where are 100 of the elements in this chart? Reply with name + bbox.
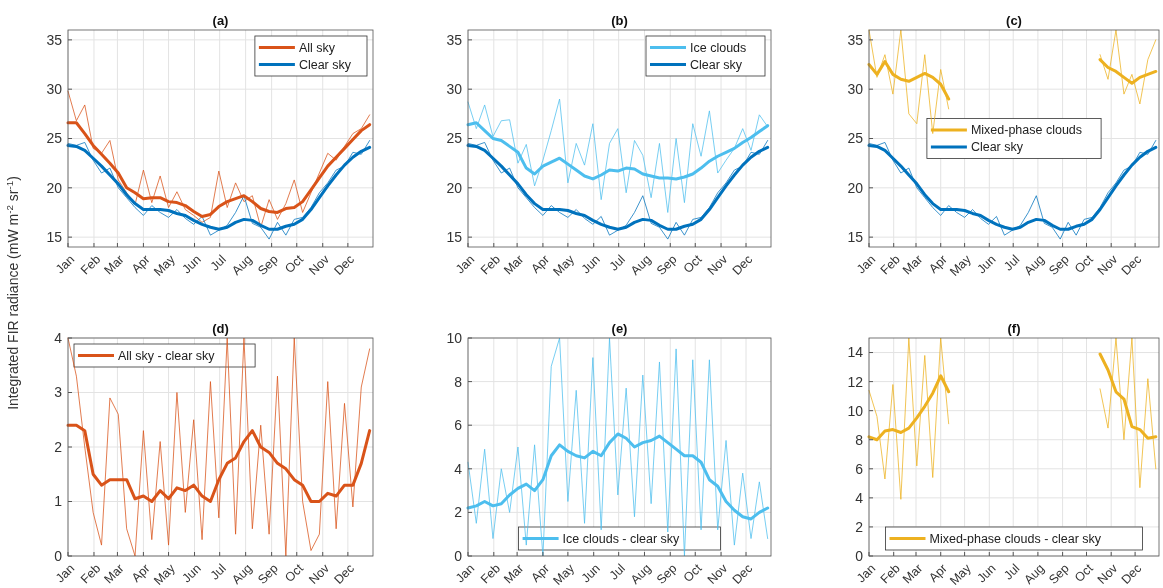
x-tick-label: May [151, 560, 179, 588]
x-tick-label: Mar [900, 561, 926, 587]
x-tick-label: Jun [578, 252, 603, 277]
x-tick-label: Jan [53, 561, 78, 586]
y-tick-label: 35 [446, 31, 463, 48]
y-tick-label: 10 [847, 402, 864, 419]
x-tick-label: Sep [1046, 561, 1072, 587]
x-tick-label: Mar [501, 561, 527, 587]
y-tick-label: 12 [847, 373, 864, 390]
x-tick-label: Mar [101, 561, 127, 587]
chart-title: (a) [212, 13, 229, 28]
y-tick-label: 30 [46, 81, 63, 98]
x-tick-label: Apr [926, 561, 950, 585]
x-tick-label: May [151, 251, 179, 279]
chart-title: (f) [1007, 321, 1021, 336]
y-tick-label: 10 [446, 329, 463, 346]
x-tick-label: Feb [477, 252, 504, 278]
x-tick-label: Nov [306, 560, 333, 587]
y-tick-label: 4 [855, 489, 864, 506]
chart-title: (b) [611, 13, 628, 28]
x-tick-label: Dec [729, 561, 756, 587]
chart-title: (d) [212, 321, 229, 336]
y-tick-label: 15 [446, 229, 463, 246]
x-tick-label: Jun [179, 252, 204, 277]
x-tick-label: Dec [331, 252, 358, 278]
x-tick-label: Aug [628, 561, 654, 587]
x-tick-label: Apr [926, 252, 950, 276]
x-tick-label: Oct [680, 251, 705, 276]
x-tick-label: Oct [282, 560, 307, 585]
chart-title: (c) [1006, 13, 1022, 28]
x-tick-label: Nov [704, 560, 731, 587]
x-tick-label: Apr [528, 561, 553, 585]
x-tick-label: Jul [606, 252, 628, 274]
x-tick-label: Aug [229, 252, 255, 278]
x-tick-label: May [550, 251, 578, 279]
x-tick-label: Feb [477, 561, 504, 587]
x-tick-label: Jun [974, 561, 999, 586]
y-tick-label: 0 [454, 547, 463, 564]
y-tick-label: 1 [54, 493, 63, 510]
y-tick-label: 8 [855, 431, 864, 448]
y-tick-label: 30 [446, 81, 463, 98]
x-tick-label: Jul [606, 561, 628, 583]
x-tick-label: Mar [101, 252, 127, 278]
x-tick-label: Oct [1072, 251, 1097, 276]
x-tick-label: Sep [653, 561, 680, 587]
x-tick-label: Oct [680, 560, 705, 585]
y-tick-label: 25 [446, 130, 463, 147]
y-tick-label: 6 [855, 460, 864, 477]
legend-label: Ice clouds - clear sky [562, 531, 681, 546]
y-tick-label: 2 [855, 518, 864, 535]
y-tick-label: 4 [54, 329, 63, 346]
y-tick-label: 20 [46, 179, 63, 196]
y-tick-label: 30 [847, 81, 864, 98]
x-tick-label: Dec [729, 252, 756, 278]
legend-label: Clear sky [690, 57, 743, 72]
x-tick-label: Dec [331, 561, 358, 587]
legend-label: Mixed-phase clouds - clear sky [929, 531, 1102, 546]
x-tick-label: Jan [854, 561, 879, 586]
x-tick-label: Apr [128, 252, 153, 276]
y-tick-label: 25 [847, 130, 864, 147]
x-tick-label: Jan [854, 252, 879, 277]
legend-label: Clear sky [298, 57, 352, 72]
y-tick-label: 35 [847, 31, 864, 48]
x-tick-label: Nov [1094, 251, 1121, 278]
x-tick-label: Jun [179, 561, 204, 586]
x-tick-label: Feb [78, 252, 104, 278]
y-tick-label: 6 [454, 417, 463, 434]
x-tick-label: Sep [255, 561, 281, 587]
chart-title: (e) [611, 321, 628, 336]
legend-label: All sky [298, 40, 336, 55]
y-tick-label: 4 [454, 460, 463, 477]
y-tick-label: 2 [54, 438, 63, 455]
x-tick-label: Jun [578, 561, 603, 586]
y-tick-label: 0 [855, 547, 864, 564]
x-tick-label: Jul [1001, 252, 1023, 274]
y-tick-label: 25 [46, 130, 63, 147]
x-tick-label: Jan [53, 252, 78, 277]
x-tick-label: May [947, 560, 975, 588]
y-tick-label: 3 [54, 384, 63, 401]
x-tick-label: Oct [1072, 560, 1097, 585]
x-tick-label: May [550, 560, 578, 588]
x-tick-label: Apr [128, 561, 153, 585]
y-tick-label: 20 [446, 179, 463, 196]
y-tick-label: 15 [847, 229, 864, 246]
x-tick-label: Nov [306, 251, 333, 278]
y-tick-label: 15 [46, 229, 63, 246]
legend-label: Ice clouds [690, 40, 747, 55]
x-tick-label: Mar [900, 252, 926, 278]
legend-label: All sky - clear sky [118, 348, 216, 363]
x-tick-label: Oct [282, 251, 307, 276]
x-tick-label: Nov [1094, 560, 1121, 587]
x-tick-label: Jun [974, 252, 999, 277]
y-tick-label: 2 [454, 504, 463, 521]
x-tick-label: Jan [453, 252, 478, 277]
x-tick-label: Mar [501, 252, 527, 278]
x-tick-label: Feb [877, 561, 903, 587]
x-tick-label: Apr [528, 252, 553, 276]
y-tick-label: 8 [454, 373, 463, 390]
x-tick-label: Aug [229, 561, 255, 587]
x-tick-label: Aug [1021, 252, 1048, 278]
